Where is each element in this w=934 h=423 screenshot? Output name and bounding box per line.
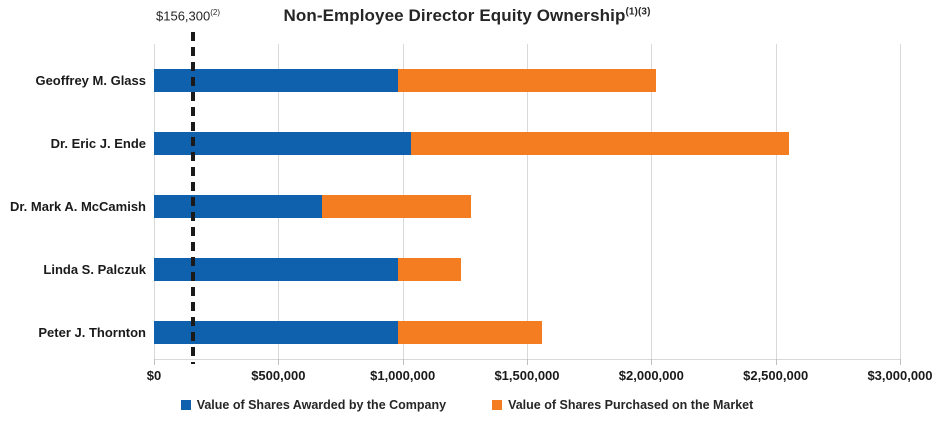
bar-row (154, 321, 542, 344)
x-axis-tick-label: $2,500,000 (743, 368, 809, 383)
gridline (900, 44, 901, 359)
x-axis-tick-label: $0 (146, 368, 162, 383)
bar-segment-awarded (154, 258, 398, 281)
gridline (527, 44, 528, 359)
bar-segment-awarded (154, 132, 412, 155)
bar-segment-purchased (321, 195, 472, 218)
legend-item-purchased: Value of Shares Purchased on the Market (492, 398, 753, 412)
bar-segment-purchased (397, 69, 657, 92)
x-axis-tick-label: $2,000,000 (618, 368, 684, 383)
legend-item-awarded: Value of Shares Awarded by the Company (180, 398, 447, 412)
director-name-label: Peter J. Thornton (38, 325, 146, 340)
axis-tick (775, 359, 777, 365)
bar-row (154, 132, 790, 155)
gridline (775, 44, 777, 359)
axis-tick (651, 359, 653, 365)
legend: Value of Shares Awarded by the Company V… (0, 398, 934, 412)
bar-segment-purchased (411, 132, 790, 155)
plot-area (154, 44, 901, 365)
bar-segment-awarded (154, 321, 398, 344)
reference-line-footnote-superscript: (2) (210, 8, 221, 17)
legend-swatch-awarded-icon (180, 400, 191, 410)
reference-line-label: $156,300(2) (156, 8, 220, 23)
director-name-label: Dr. Eric J. Ende (50, 136, 146, 151)
axis-tick (278, 359, 280, 365)
axis-tick (900, 359, 901, 365)
axis-tick (527, 359, 528, 365)
x-axis-tick-label: $1,500,000 (494, 368, 560, 383)
axis-tick (402, 359, 404, 365)
x-axis-tick-label: $1,000,000 (370, 368, 436, 383)
bar-row (154, 69, 657, 92)
x-axis-tick-label: $3,000,000 (867, 368, 933, 383)
bar-row (154, 258, 462, 281)
legend-swatch-purchased-icon (492, 400, 503, 410)
legend-label-awarded: Value of Shares Awarded by the Company (196, 398, 447, 412)
director-name-label: Geoffrey M. Glass (35, 73, 146, 88)
bar-row (154, 195, 472, 218)
chart-title-text: Non-Employee Director Equity Ownership (283, 6, 626, 25)
chart-title: Non-Employee Director Equity Ownership(1… (0, 6, 934, 26)
gridline (651, 44, 653, 359)
title-footnote-superscript: (1)(3) (625, 6, 651, 18)
bar-segment-awarded (154, 195, 322, 218)
bar-segment-awarded (154, 69, 398, 92)
legend-label-purchased: Value of Shares Purchased on the Market (508, 398, 754, 412)
director-name-label: Dr. Mark A. McCamish (9, 199, 146, 214)
bar-segment-purchased (397, 258, 462, 281)
bar-segment-purchased (397, 321, 542, 344)
reference-line-value: $156,300 (156, 8, 211, 24)
x-axis-tick-label: $500,000 (251, 368, 306, 383)
reference-dashed-line (190, 32, 195, 364)
director-name-label: Linda S. Palczuk (43, 262, 146, 277)
axis-tick (154, 359, 155, 365)
